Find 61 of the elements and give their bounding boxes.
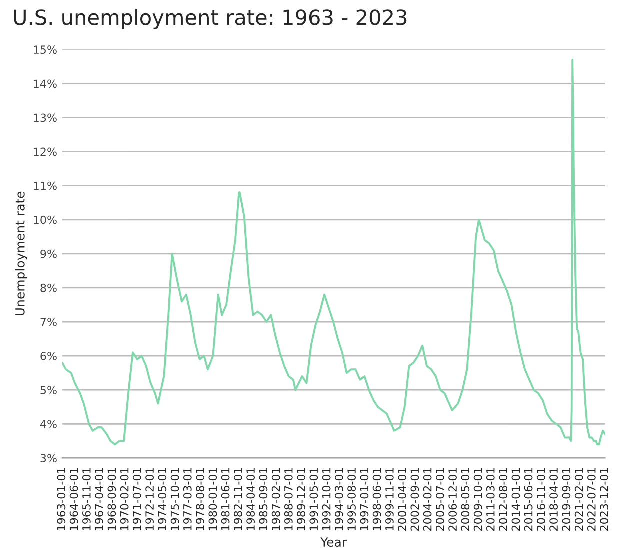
x-tick-label: 1995-08-01 <box>348 468 356 531</box>
x-tick-label: 1974-05-01 <box>158 468 167 531</box>
x-tick-label: 2015-06-01 <box>524 468 533 531</box>
x-tick-label: 1984-04-01 <box>246 468 255 531</box>
x-tick-label: 1994-03-01 <box>334 468 344 531</box>
x-tick-label: 1971-07-01 <box>132 468 142 531</box>
y-axis-title: Unemployment rate <box>15 192 28 316</box>
y-tick-label: 4% <box>40 420 57 428</box>
line-series <box>62 58 606 446</box>
x-tick-label: 1999-11-01 <box>385 468 394 531</box>
x-tick-label: 2019-09-01 <box>562 468 571 531</box>
x-tick-label: 1967-04-01 <box>95 468 104 531</box>
x-tick-label: 1968-09-01 <box>108 468 116 531</box>
x-tick-label: 1963-01-01 <box>57 468 66 531</box>
x-tick-label: 2012-08-01 <box>499 468 508 531</box>
x-tick-label: 1970-02-01 <box>120 468 129 531</box>
x-tick-label: 1992-10-01 <box>322 468 331 531</box>
x-tick-label: 2006-12-01 <box>448 468 458 531</box>
y-tick-label: 3% <box>40 454 57 463</box>
x-tick-label: 2022-07-01 <box>587 468 596 531</box>
x-tick-label: 1980-01-01 <box>208 468 218 531</box>
x-tick-label: 1965-11-01 <box>82 468 91 531</box>
y-tick-label: 12% <box>34 148 57 156</box>
x-tick-label: 2016-11-01 <box>537 468 546 531</box>
y-tick-label: 10% <box>34 216 57 224</box>
x-tick-label: 1987-02-01 <box>272 468 280 531</box>
y-tick-label: 7% <box>40 318 57 326</box>
chart-title: U.S. unemployment rate: 1963 - 2023 <box>14 9 407 30</box>
x-tick-label: 1998-06-01 <box>372 468 382 531</box>
x-tick-label: 2023-12-01 <box>600 468 609 531</box>
x-tick-label: 2001-04-01 <box>398 468 406 531</box>
x-tick-label: 1964-06-01 <box>70 468 78 531</box>
y-tick-label: 15% <box>34 46 57 54</box>
x-tick-label: 1988-07-01 <box>284 468 293 531</box>
x-tick-label: 1991-05-01 <box>310 468 318 531</box>
x-tick-label: 2021-02-01 <box>574 468 584 531</box>
x-tick-label: 2014-01-01 <box>512 468 520 531</box>
x-tick-label: 1997-01-01 <box>360 468 369 531</box>
x-tick-label: 2018-04-01 <box>550 468 558 531</box>
x-tick-label: 1989-12-01 <box>297 468 306 531</box>
x-tick-label: 2008-05-01 <box>461 468 470 531</box>
y-tick-label: 9% <box>40 250 57 258</box>
x-tick-label: 2009-10-01 <box>474 468 482 531</box>
x-tick-label: 1972-12-01 <box>146 468 154 531</box>
x-tick-label: 2011-03-01 <box>486 468 495 531</box>
x-tick-label: 1985-09-01 <box>259 468 268 531</box>
y-tick-label: 14% <box>34 80 57 88</box>
x-tick-label: 2004-02-01 <box>423 468 432 531</box>
y-tick-label: 5% <box>40 386 57 394</box>
y-tick-label: 11% <box>34 182 57 190</box>
x-tick-label: 1981-06-01 <box>221 468 230 531</box>
x-tick-label: 2005-07-01 <box>436 468 444 531</box>
y-tick-label: 13% <box>34 114 57 122</box>
x-tick-label: 1982-11-01 <box>234 468 242 531</box>
y-tick-label: 8% <box>40 284 57 292</box>
x-axis-title: Year <box>320 538 348 547</box>
x-tick-label: 2002-09-01 <box>410 468 420 531</box>
x-tick-label: 1975-10-01 <box>170 468 180 531</box>
x-tick-label: 1978-08-01 <box>196 468 204 531</box>
x-tick-label: 1977-03-01 <box>183 468 192 531</box>
y-tick-label: 6% <box>40 352 57 360</box>
